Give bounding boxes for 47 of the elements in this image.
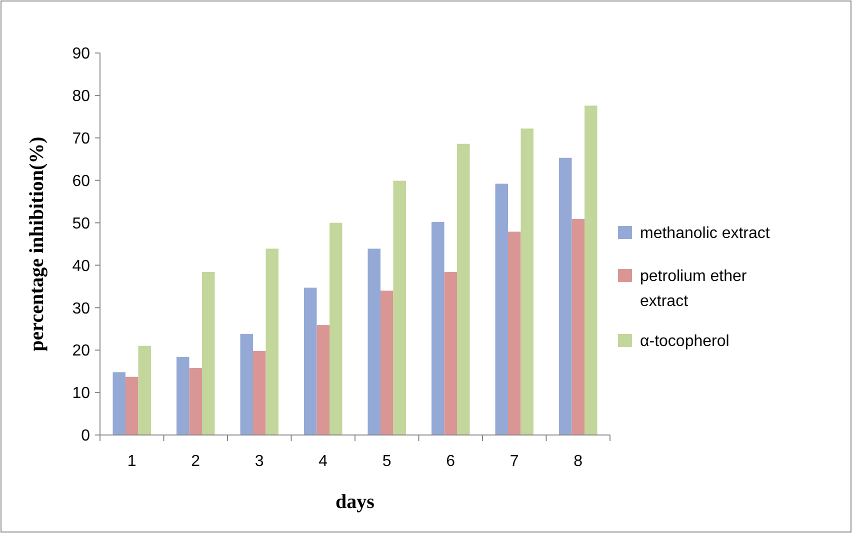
x-tick-label: 1 (127, 453, 136, 470)
y-tick-label: 40 (72, 258, 90, 275)
bar (508, 232, 521, 435)
x-tick-label: 7 (510, 453, 519, 470)
y-tick-label: 0 (81, 428, 90, 445)
bar (330, 222, 342, 435)
bar (444, 272, 457, 435)
x-tick-label: 5 (382, 453, 392, 470)
legend-label: methanolic extract (640, 225, 770, 242)
bar (189, 368, 202, 435)
bar (380, 290, 394, 435)
x-axis-title: days (336, 491, 375, 513)
y-tick-label: 50 (72, 215, 90, 232)
bar (432, 222, 444, 435)
bar (495, 184, 508, 435)
bar (240, 334, 253, 435)
bar (559, 158, 572, 435)
legend-label: petrolium ether extract (640, 268, 748, 310)
bar (126, 376, 138, 435)
x-tick-label: 3 (254, 453, 264, 470)
bar (457, 144, 470, 435)
y-tick-label: 60 (72, 172, 90, 190)
bar (266, 248, 278, 435)
y-tick-label: 90 (72, 46, 90, 63)
bar (112, 372, 126, 435)
bar (176, 356, 190, 435)
bar (572, 218, 584, 435)
bar (393, 180, 406, 435)
bar (584, 106, 598, 435)
y-tick-label: 20 (72, 342, 90, 360)
bar (138, 346, 151, 435)
y-axis-title: percentage inhibition(%) (26, 136, 48, 352)
y-tick-label: 30 (72, 300, 90, 318)
x-tick-label: 6 (446, 453, 456, 470)
bar (316, 325, 330, 435)
bar (202, 272, 215, 435)
legend-label: α-tocopherol (640, 333, 730, 350)
y-tick-label: 10 (72, 385, 90, 402)
y-tick-label: 80 (72, 88, 90, 106)
bar (304, 288, 317, 435)
bar (520, 128, 534, 435)
bar (253, 350, 266, 435)
y-tick-label: 70 (72, 130, 90, 148)
x-tick-label: 4 (318, 453, 328, 470)
x-tick-label: 8 (574, 453, 583, 470)
bar (368, 248, 380, 435)
x-tick-label: 2 (191, 453, 200, 470)
